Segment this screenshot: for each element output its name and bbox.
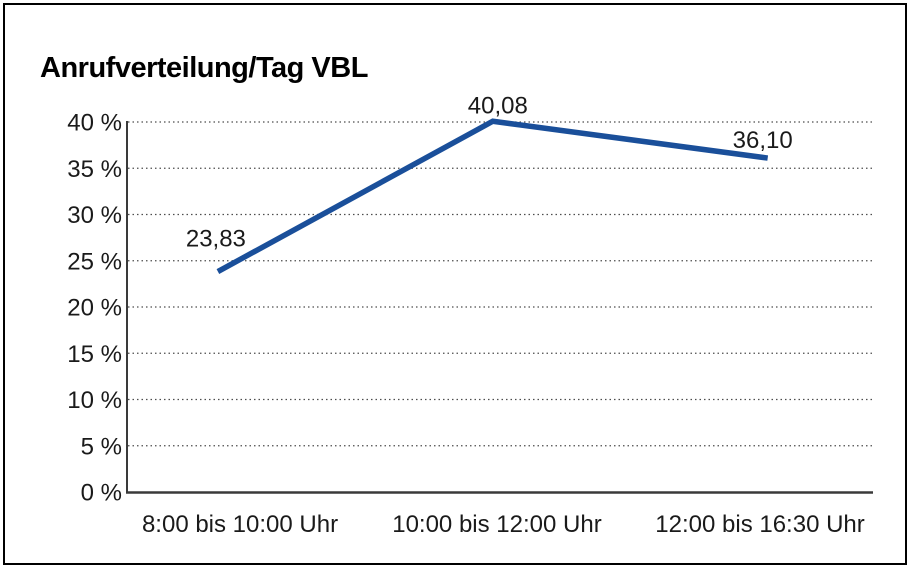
y-tick-label-40: 40 %	[67, 110, 122, 137]
data-value-label-0: 23,83	[186, 226, 246, 253]
y-tick-label-35: 35 %	[67, 156, 122, 183]
gridlines-group	[128, 121, 873, 447]
y-tick-label-0: 0 %	[81, 480, 122, 507]
y-tick-label-10: 10 %	[67, 387, 122, 414]
data-value-label-2: 36,10	[733, 127, 793, 154]
x-category-label-0: 8:00 bis 10:00 Uhr	[142, 511, 338, 538]
axes-group	[126, 121, 873, 494]
chart-frame	[3, 3, 907, 565]
y-tick-label-5: 5 %	[81, 433, 122, 460]
x-category-label-2: 12:00 bis 16:30 Uhr	[655, 511, 864, 538]
chart-title: Anrufverteilung/Tag VBL	[40, 52, 368, 85]
series-line	[216, 118, 769, 274]
series-group	[216, 118, 769, 274]
y-tick-label-20: 20 %	[67, 295, 122, 322]
y-tick-label-15: 15 %	[67, 341, 122, 368]
y-tick-label-25: 25 %	[67, 248, 122, 275]
data-value-label-1: 40,08	[468, 92, 528, 119]
labels-group: 0 % 5 % 10 % 15 % 20 % 25 % 30 % 35 % 40 % 8:00 b…	[67, 92, 864, 538]
x-category-label-1: 10:00 bis 12:00 Uhr	[392, 511, 601, 538]
y-tick-label-30: 30 %	[67, 202, 122, 229]
